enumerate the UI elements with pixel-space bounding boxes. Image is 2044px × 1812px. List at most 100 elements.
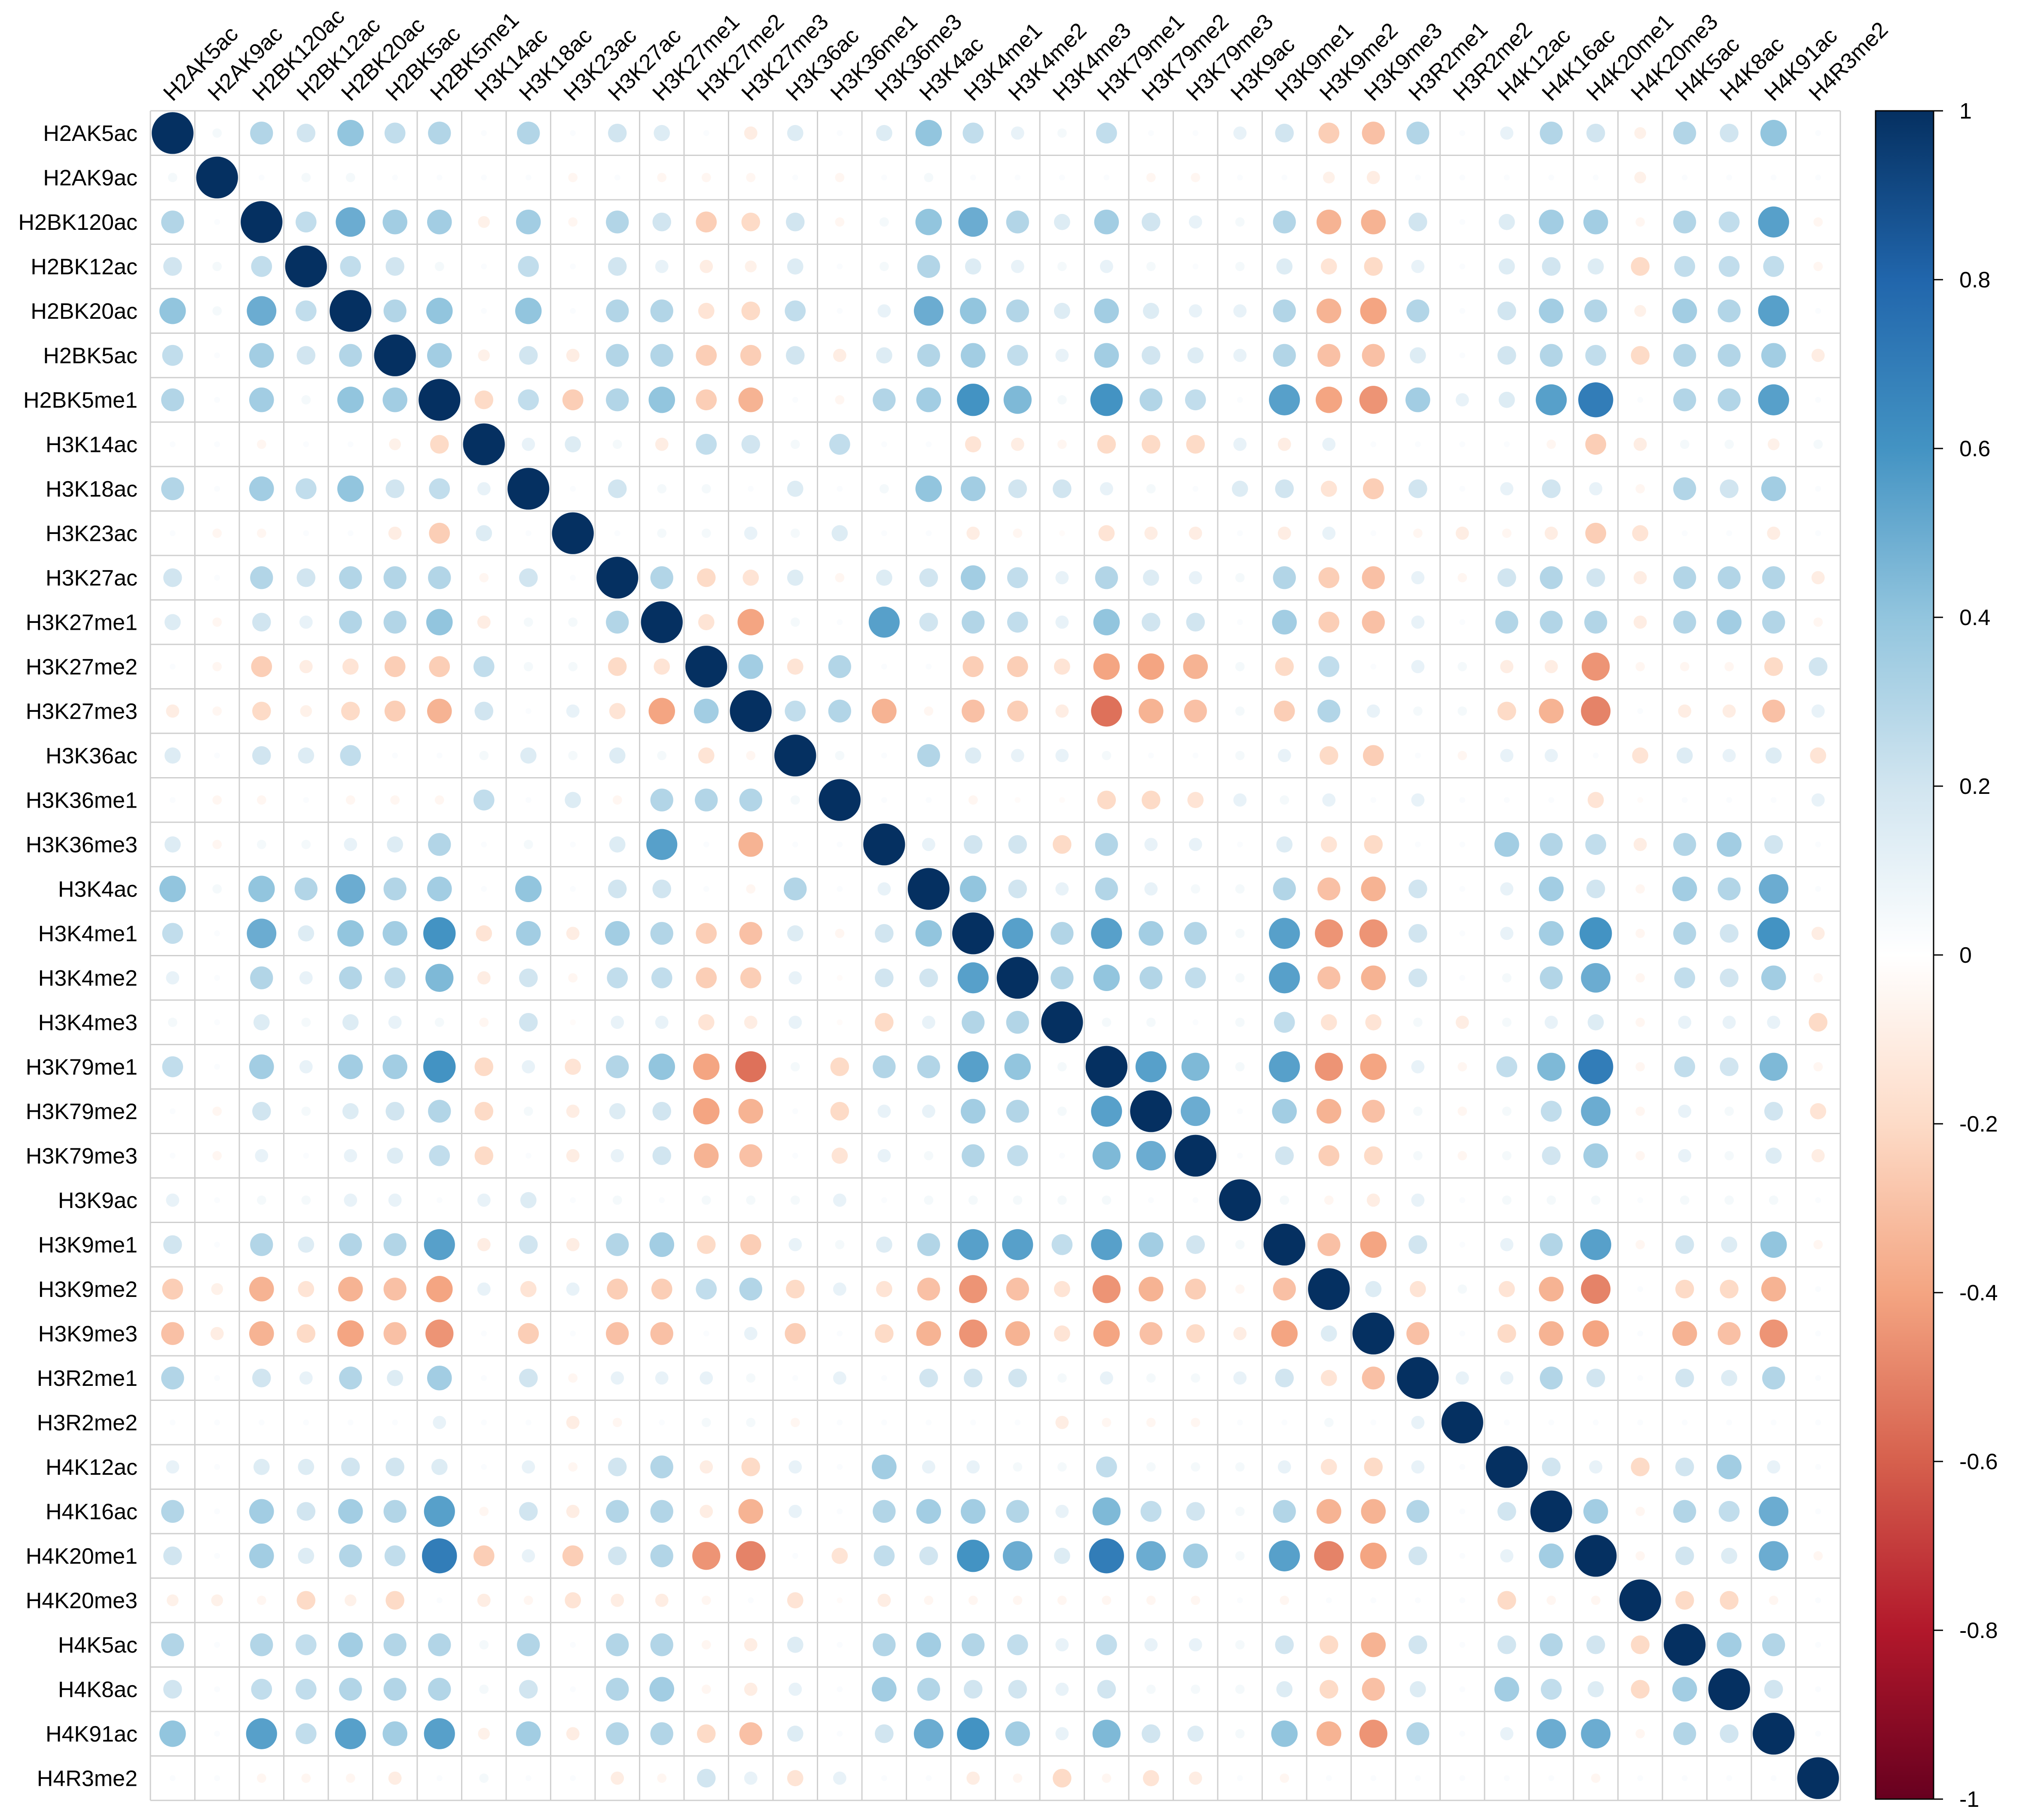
corr-circle-H4K8ac-H3K27ac <box>606 1678 629 1701</box>
corr-circle-H3K9me1-H3K9me2 <box>1317 1233 1341 1256</box>
colorbar-tick-label: 0.8 <box>1959 268 1990 293</box>
corr-circle-H3K27me1-H3K27ac <box>606 610 629 634</box>
corr-circle-H3K18ac-H3K14ac <box>477 482 491 496</box>
corr-circle-H4R3me2-H3K9me3 <box>1370 1775 1377 1781</box>
corr-circle-H3R2me1-H3K18ac <box>519 1368 538 1388</box>
row-label: H3K36me1 <box>26 788 137 813</box>
corr-circle-H3K9me2-H3K18ac <box>520 1281 537 1297</box>
corr-circle-H3K27me1-H4K20me1 <box>1584 610 1607 634</box>
corr-circle-H3K36me1-H3K4me2 <box>1014 797 1021 803</box>
corr-circle-H3K36ac-H3K27me1 <box>657 750 667 760</box>
corr-circle-H3R2me2-H2BK20ac <box>347 1419 354 1426</box>
corr-circle-H4K5ac-H2BK5ac <box>383 1633 406 1656</box>
corr-circle-H3K27me1-H3K14ac <box>477 615 491 629</box>
corr-circle-H3K9me1-H4K20me1 <box>1580 1229 1611 1260</box>
corr-circle-H3K9ac-H3K27me3 <box>746 1195 756 1205</box>
corr-circle-H2AK9ac-H4R3me2 <box>1815 174 1821 181</box>
corr-circle-H3K4me2-H2BK20ac <box>339 966 362 989</box>
corr-circle-H3K23ac-H3K9ac <box>1237 530 1243 537</box>
corr-circle-H4K12ac-H3K36ac <box>788 1460 802 1474</box>
corr-circle-H3K27me2-H3K9me3 <box>1370 663 1377 670</box>
corr-circle-H3K23ac-H4K16ac <box>1544 526 1558 540</box>
corr-circle-H3K27me3-H2AK9ac <box>212 706 222 716</box>
corr-circle-H3K36me1-H3K18ac <box>525 797 532 803</box>
corr-circle-H3K79me3-H3K36me3 <box>877 1149 891 1162</box>
corr-circle-H3K36me1-H2BK5ac <box>390 795 400 805</box>
corr-circle-H3K4me3-H4K20me3 <box>1635 1017 1645 1027</box>
corr-circle-H2BK120ac-H4K12ac <box>1498 214 1515 230</box>
corr-circle-H3R2me1-H2BK120ac <box>252 1368 271 1388</box>
corr-circle-H3K9me2-H3K4me2 <box>1006 1278 1029 1301</box>
row-label: H2BK5ac <box>43 343 137 368</box>
corr-circle-H4K16ac-H4K91ac <box>1759 1496 1789 1526</box>
corr-circle-H2BK20ac-H4K20me1 <box>1584 299 1607 323</box>
corr-circle-H3K4me3-H2BK20ac <box>342 1014 359 1031</box>
corr-circle-H2BK120ac-H3K36ac <box>785 212 805 232</box>
corr-circle-H4R3me2-H3K4me1 <box>966 1771 980 1785</box>
corr-circle-H2BK5me1-H4K91ac <box>1758 384 1789 415</box>
corr-circle-H3K4me3-H3K79me2 <box>1146 1017 1156 1027</box>
corr-circle-H4K20me1-H4K20me3 <box>1635 1551 1645 1561</box>
corr-circle-H3K4me1-H4K16ac <box>1539 921 1564 946</box>
corr-circle-H2BK5ac-H3K4me1 <box>960 343 986 368</box>
corr-circle-H3K9me3-H3K18ac <box>518 1323 539 1344</box>
corr-circle-H3K4me1-H3K4me3 <box>1051 922 1074 945</box>
corr-circle-H3K4me1-H2BK5me1 <box>423 917 456 950</box>
corr-circle-H3K36ac-H3K36me3 <box>881 752 887 759</box>
corr-circle-H3K79me2-H3K79me3 <box>1180 1096 1210 1126</box>
corr-circle-H3K4me1-H3K4me2 <box>1002 918 1033 949</box>
corr-circle-H3K4ac-H2BK12ac <box>294 877 318 900</box>
corr-circle-H4K8ac-H3K4me2 <box>1008 1680 1027 1699</box>
corr-circle-H2BK120ac-H4K16ac <box>1539 209 1564 235</box>
corr-circle-H3K79me3-H3K23ac <box>566 1149 580 1162</box>
corr-circle-H3K27me3-H3K27ac <box>609 703 626 720</box>
corr-circle-H3K27me1-H3K9me1 <box>1272 610 1297 635</box>
corr-circle-H3K27me2-H2BK5ac <box>384 656 406 677</box>
corr-circle-H2AK9ac-H3K9me1 <box>1281 174 1288 181</box>
corr-circle-H4K16ac-H3K9me1 <box>1273 1500 1296 1523</box>
corr-circle-H4K12ac-H3K4me3 <box>1057 1462 1067 1472</box>
corr-circle-H3K27ac-H2BK120ac <box>250 566 273 589</box>
corr-circle-H4K91ac-H3K79me1 <box>1092 1720 1121 1748</box>
corr-circle-H3K9me3-H3K79me2 <box>1140 1322 1163 1345</box>
corr-circle-H4K8ac-H3K4me1 <box>963 1680 983 1699</box>
corr-circle-H4K16ac-H3K27me1 <box>650 1500 673 1523</box>
corr-circle-H3K27me1-H2BK120ac <box>252 613 271 632</box>
corr-circle-H3K79me1-H4K16ac <box>1537 1052 1565 1081</box>
corr-circle-H4R3me2-H2BK12ac <box>301 1773 311 1783</box>
row-label: H4K91ac <box>46 1722 137 1747</box>
corr-circle-H4K5ac-H3K36ac <box>787 1636 804 1653</box>
corr-circle-H4K20me3-H4K91ac <box>1769 1595 1778 1605</box>
corr-circle-H3K18ac-H3K27ac <box>608 479 627 498</box>
corr-circle-H3K36ac-H3K4me1 <box>965 747 981 764</box>
corr-circle-H4K5ac-H3K4me2 <box>1007 1634 1028 1656</box>
corr-circle-H3K27ac-H4K5ac <box>1673 566 1696 589</box>
corr-circle-H3K23ac-H2AK9ac <box>212 528 222 538</box>
corr-circle-H3K36me1-H3K27ac <box>612 795 622 805</box>
corr-circle-H2BK5ac-H2BK120ac <box>249 343 274 368</box>
corr-circle-H3K14ac-H3K23ac <box>565 436 581 453</box>
corr-circle-H4K8ac-H3K18ac <box>519 1680 538 1699</box>
corr-circle-H4K20me3-H3K23ac <box>565 1592 581 1609</box>
corr-circle-H3K4me1-H3K79me1 <box>1091 918 1122 949</box>
corr-circle-H3K9me3-H3K9me2 <box>1320 1325 1337 1342</box>
corr-circle-H3K36ac-H3K4ac <box>917 744 940 767</box>
corr-circle-H3K36me1-H3R2me2 <box>1459 797 1466 803</box>
corr-circle-H4K91ac-H2BK20ac <box>335 1718 366 1749</box>
corr-circle-H3K9me2-H3K4me1 <box>959 1275 987 1303</box>
corr-circle-H4K91ac-H3K79me2 <box>1141 1724 1161 1743</box>
corr-circle-H2BK5me1-H2AK9ac <box>214 397 220 403</box>
corr-circle-H4K8ac-H3K14ac <box>479 1684 489 1694</box>
corr-circle-H4K16ac-H2AK9ac <box>214 1508 220 1515</box>
corr-circle-H3K4me2-H2AK9ac <box>214 975 220 981</box>
corr-circle-H4R3me2-H2BK5me1 <box>436 1775 443 1781</box>
corr-circle-H3K27me3-H3K23ac <box>566 704 580 718</box>
corr-circle-H3K36me3-H3K4me2 <box>1008 835 1027 854</box>
corr-circle-H2BK12ac-H2BK12ac <box>285 245 327 287</box>
corr-circle-H3K79me1-H3K4me1 <box>957 1051 989 1083</box>
corr-circle-H2AK9ac-H4K16ac <box>1548 174 1555 181</box>
corr-circle-H3K79me1-H4K12ac <box>1496 1056 1518 1077</box>
corr-circle-H2BK12ac-H2BK120ac <box>251 256 272 277</box>
corr-circle-H4K91ac-H2BK12ac <box>295 1723 317 1745</box>
corr-circle-H4K20me1-H3K4ac <box>919 1546 938 1565</box>
